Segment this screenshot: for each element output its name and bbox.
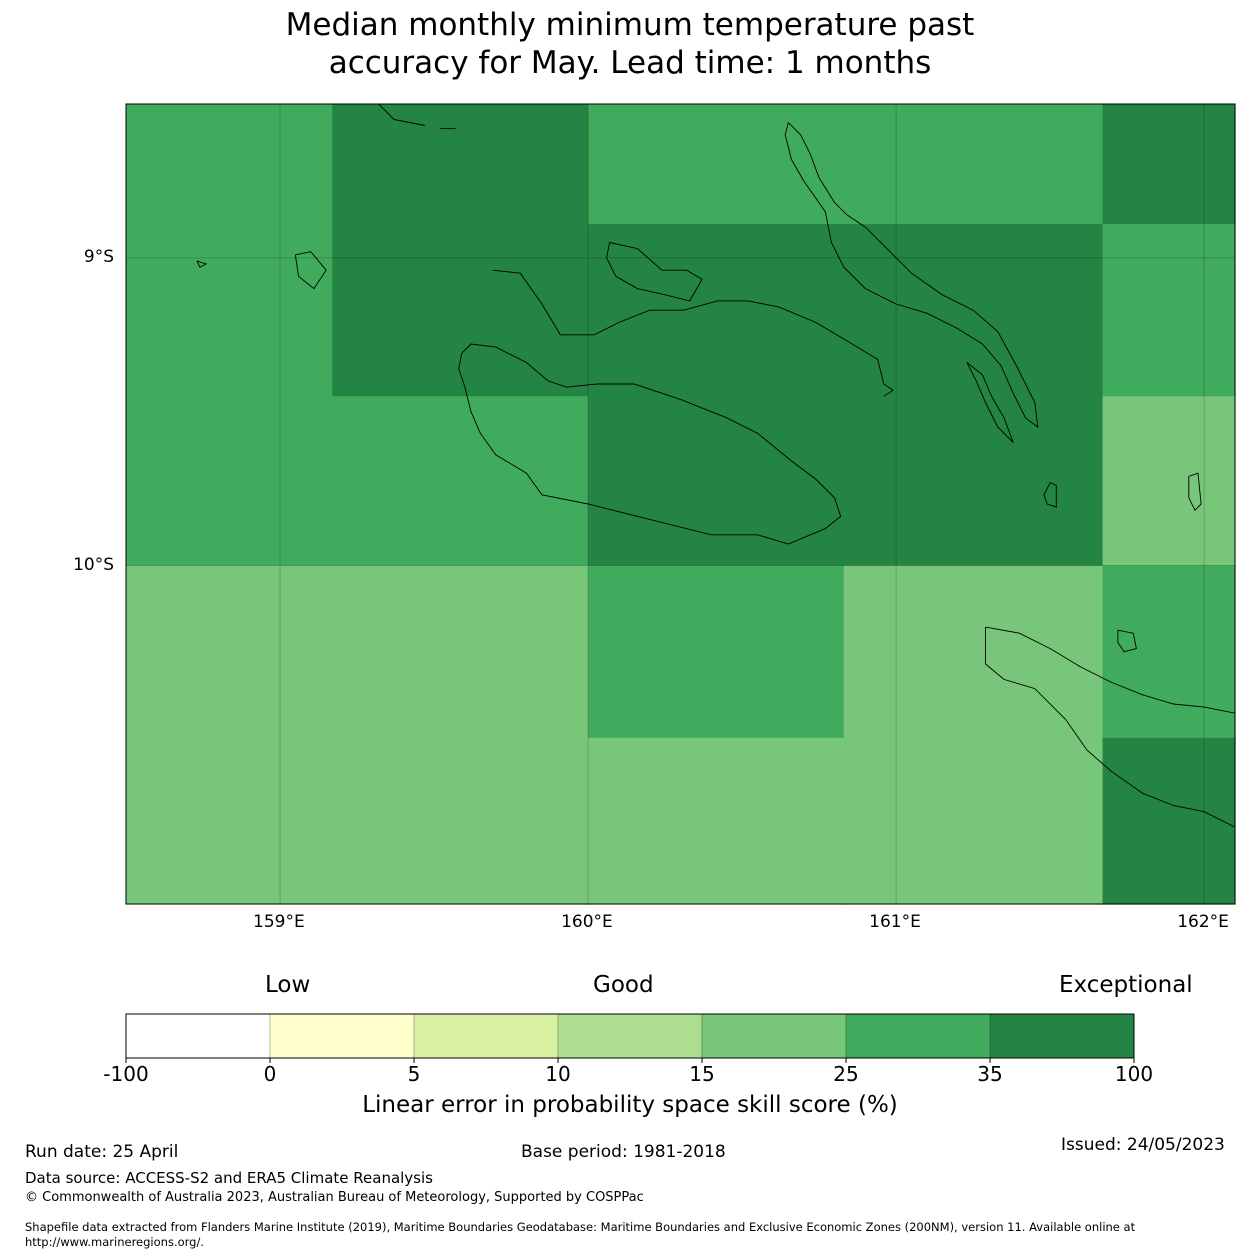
colorbar-good-label: Good — [593, 972, 654, 998]
colorbar-low-label: Low — [265, 972, 311, 998]
colorbar-tick-1: 0 — [263, 1062, 277, 1086]
skill-grid — [126, 104, 1236, 905]
colorbar-exceptional-label: Exceptional — [1059, 972, 1193, 998]
colorbar-swatch-3 — [557, 1013, 703, 1059]
skill-cell-11 — [588, 737, 845, 905]
colorbar-title: Linear error in probability space skill … — [362, 1092, 898, 1118]
colorbar-tick-3: 10 — [545, 1062, 571, 1086]
skill-cell-6 — [1102, 104, 1236, 225]
issued-date: Issued: 24/05/2023 — [1061, 1135, 1225, 1155]
coastlines — [196, 103, 1236, 828]
colorbar-tick-0: -100 — [103, 1062, 149, 1086]
map-title: Median monthly minimum temperature past … — [0, 6, 1260, 82]
colorbar-tick-7: 100 — [1114, 1062, 1154, 1086]
lat-label-9: 9°S — [83, 246, 114, 267]
skill-cell-8 — [1102, 396, 1236, 567]
title-line-1: Median monthly minimum temperature past — [285, 7, 975, 43]
data-source: Data source: ACCESS-S2 and ERA5 Climate … — [25, 1169, 433, 1187]
lat-label-10: 10°S — [73, 554, 114, 575]
coastline-8 — [985, 626, 1236, 714]
skill-cell-10 — [588, 565, 845, 739]
skill-cell-14 — [1102, 737, 1236, 905]
lon-label-162: 162°E — [1177, 912, 1229, 932]
graticule — [126, 104, 1235, 904]
coastline-13 — [294, 251, 327, 290]
coastline-2 — [606, 242, 703, 302]
coastline-5 — [378, 103, 425, 126]
run-date: Run date: 25 April — [25, 1142, 179, 1162]
colorbar — [125, 1013, 1135, 1063]
coastline-10 — [1117, 629, 1137, 653]
coastline-7 — [1043, 482, 1057, 508]
skill-cell-0 — [126, 104, 333, 567]
coastline-4 — [966, 362, 1014, 443]
coastline-12 — [196, 260, 208, 268]
colorbar-tick-2: 5 — [407, 1062, 421, 1086]
coastline-3 — [784, 122, 1039, 429]
skill-cell-12 — [843, 565, 1104, 905]
coastline-9 — [985, 627, 1236, 828]
skill-cell-13 — [1102, 565, 1236, 739]
skill-cell-3 — [332, 396, 589, 567]
base-period: Base period: 1981-2018 — [521, 1142, 726, 1162]
colorbar-tick-6: 35 — [977, 1062, 1003, 1086]
colorbar-tick-4: 15 — [689, 1062, 715, 1086]
lon-label-159: 159°E — [253, 912, 305, 932]
copyright: © Commonwealth of Australia 2023, Austra… — [25, 1190, 644, 1205]
title-line-2: accuracy for May. Lead time: 1 months — [328, 45, 932, 81]
coastline-11 — [1188, 472, 1202, 511]
lon-label-161: 161°E — [869, 912, 921, 932]
shapefile-credit-line-2: http://www.marineregions.org/. — [25, 1235, 204, 1249]
coastline-1 — [492, 269, 894, 397]
colorbar-frame — [125, 1013, 1135, 1059]
colorbar-tick-5: 25 — [833, 1062, 859, 1086]
colorbar-swatch-0 — [125, 1013, 271, 1059]
colorbar-swatch-1 — [269, 1013, 415, 1059]
colorbar-swatch-2 — [413, 1013, 559, 1059]
skill-cell-4 — [588, 104, 1104, 225]
coastline-0 — [458, 343, 842, 545]
skill-cell-7 — [1102, 224, 1236, 397]
colorbar-swatch-6 — [989, 1013, 1135, 1059]
skill-cell-1 — [332, 104, 589, 219]
lon-label-160: 160°E — [561, 912, 613, 932]
skill-cell-2 — [332, 217, 589, 397]
shapefile-credit-line-1: Shapefile data extracted from Flanders M… — [25, 1220, 1136, 1234]
colorbar-swatch-5 — [845, 1013, 991, 1059]
colorbar-swatch-4 — [701, 1013, 847, 1059]
skill-cell-9 — [126, 565, 589, 905]
map-frame — [125, 103, 1236, 905]
skill-cell-5 — [588, 224, 1104, 567]
